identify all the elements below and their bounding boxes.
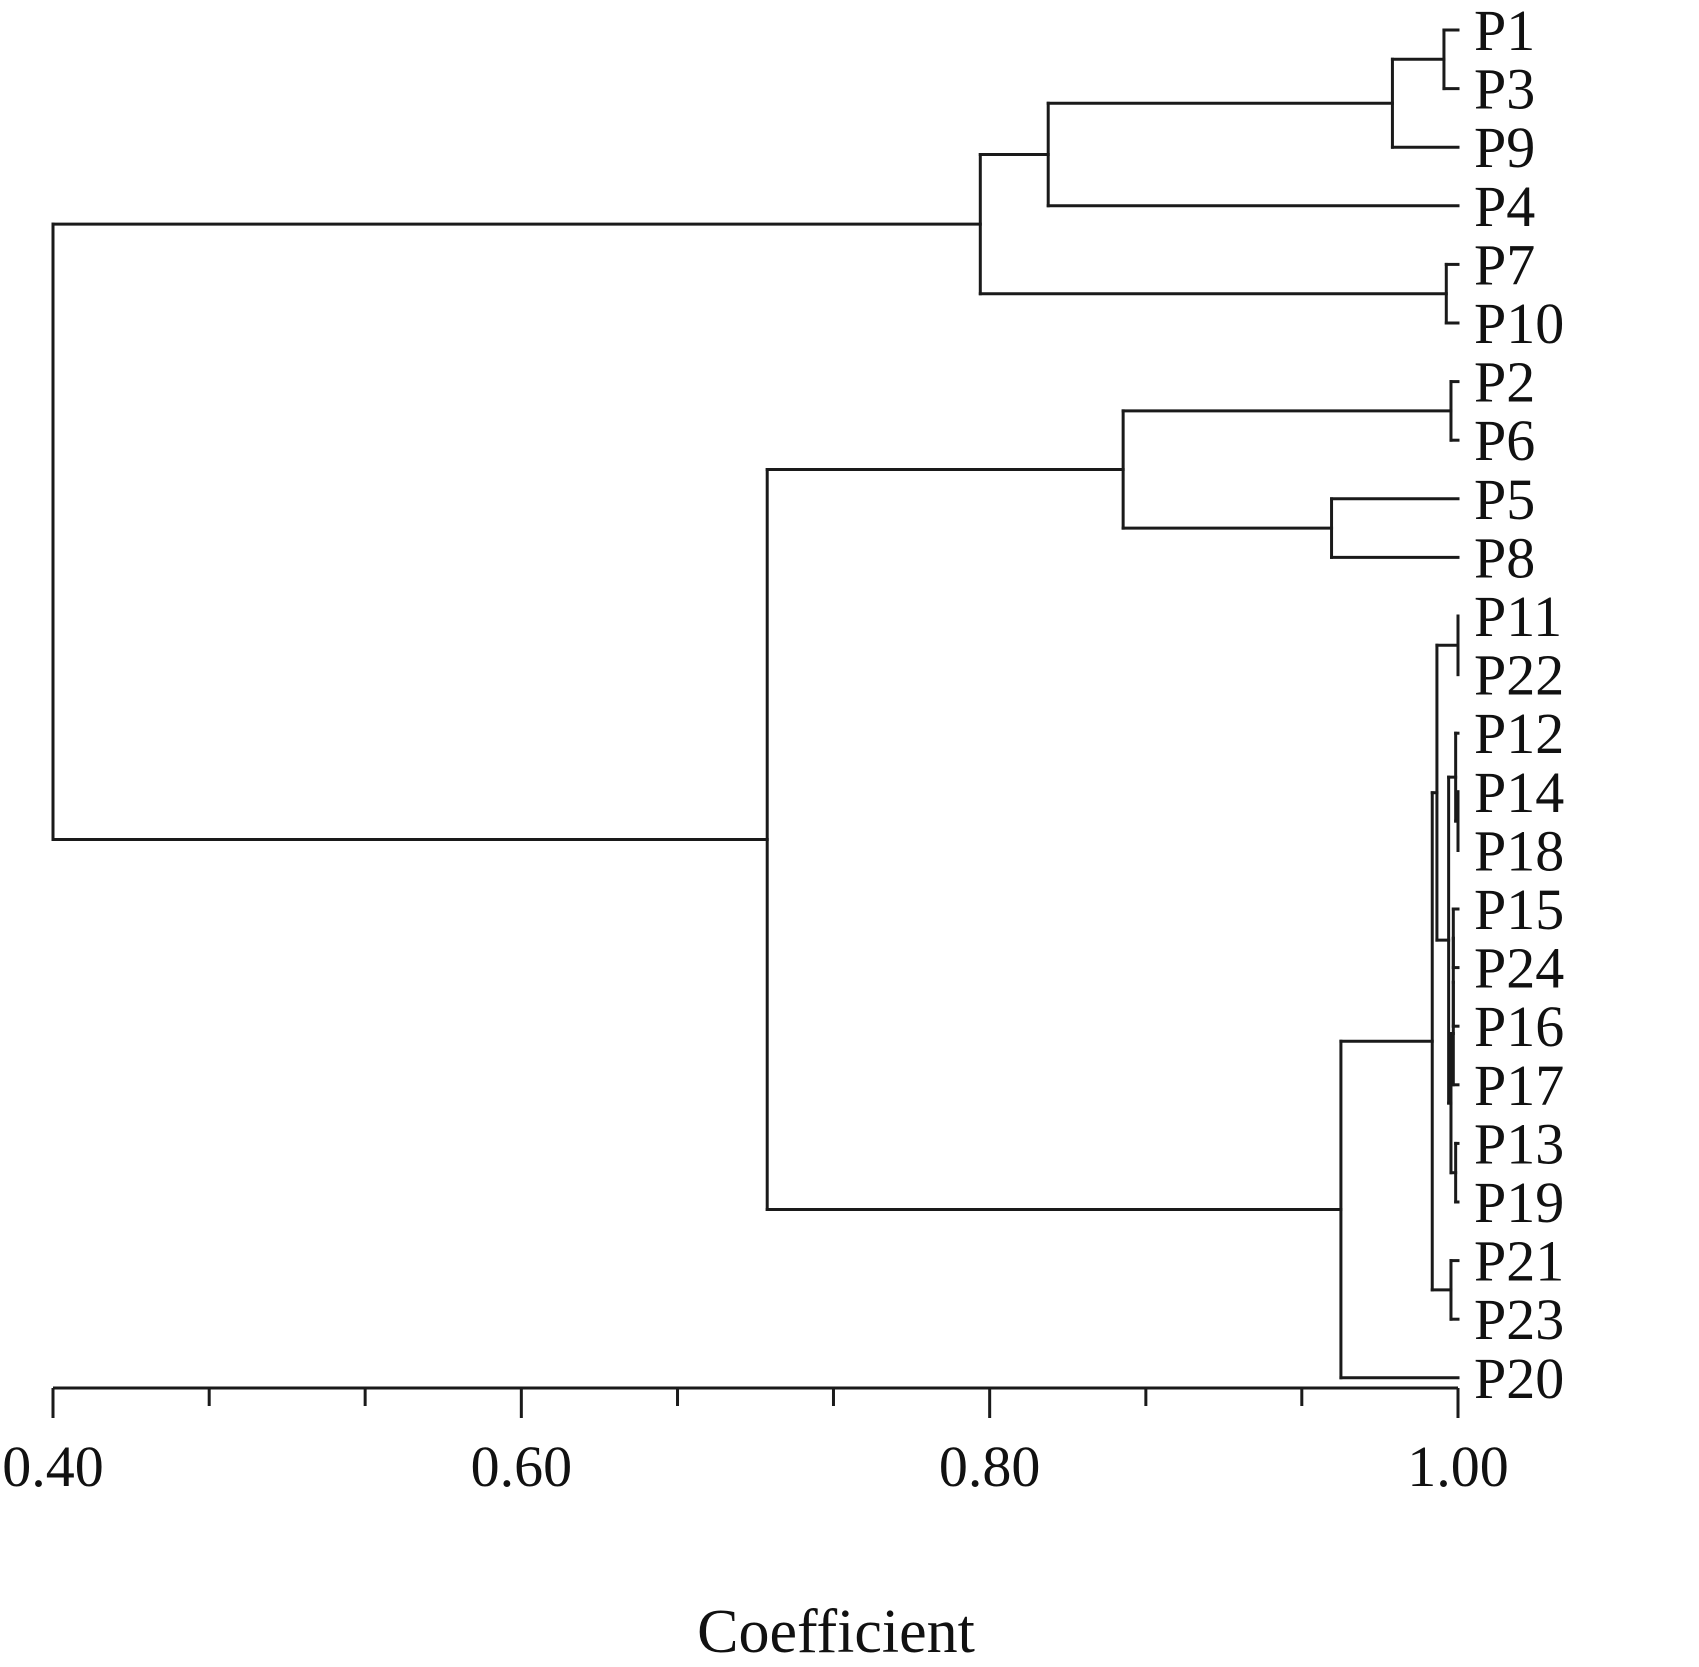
leaf-label-p21: P21 (1474, 1229, 1564, 1294)
leaf-labels: P1P3P9P4P7P10P2P6P5P8P11P22P12P14P18P15P… (1474, 0, 1564, 1411)
leaf-label-p12: P12 (1474, 701, 1564, 766)
leaf-label-p17: P17 (1474, 1053, 1564, 1118)
leaf-label-p1: P1 (1474, 0, 1535, 63)
dendrogram-branches (51, 28, 1460, 1380)
leaf-label-p19: P19 (1474, 1170, 1564, 1235)
tick-label-0: 0.40 (2, 1434, 104, 1499)
leaf-label-p5: P5 (1474, 467, 1535, 532)
leaf-label-p23: P23 (1474, 1287, 1564, 1352)
leaf-label-p4: P4 (1474, 174, 1535, 239)
leaf-label-p2: P2 (1474, 350, 1535, 415)
leaf-label-p16: P16 (1474, 994, 1564, 1059)
leaf-label-p24: P24 (1474, 936, 1564, 1001)
tick-label-3: 1.00 (1407, 1434, 1509, 1499)
tick-label-2: 0.80 (939, 1434, 1041, 1499)
leaf-label-p7: P7 (1474, 232, 1535, 297)
x-axis-title: Coefficient (697, 1598, 975, 1666)
x-axis: 0.40 0.60 0.80 1.00 (2, 1386, 1509, 1499)
leaf-label-p3: P3 (1474, 57, 1535, 122)
leaf-label-p18: P18 (1474, 818, 1564, 883)
tick-label-1: 0.60 (471, 1434, 573, 1499)
leaf-label-p14: P14 (1474, 760, 1564, 825)
leaf-label-p15: P15 (1474, 877, 1564, 942)
leaf-label-p9: P9 (1474, 115, 1535, 180)
leaf-label-p22: P22 (1474, 643, 1564, 708)
leaf-label-p20: P20 (1474, 1346, 1564, 1411)
leaf-label-p10: P10 (1474, 291, 1564, 356)
leaf-label-p13: P13 (1474, 1111, 1564, 1176)
leaf-label-p8: P8 (1474, 525, 1535, 590)
x-axis-ticks: 0.40 0.60 0.80 1.00 (2, 1388, 1509, 1499)
leaf-label-p11: P11 (1474, 584, 1562, 649)
leaf-label-p6: P6 (1474, 408, 1535, 473)
